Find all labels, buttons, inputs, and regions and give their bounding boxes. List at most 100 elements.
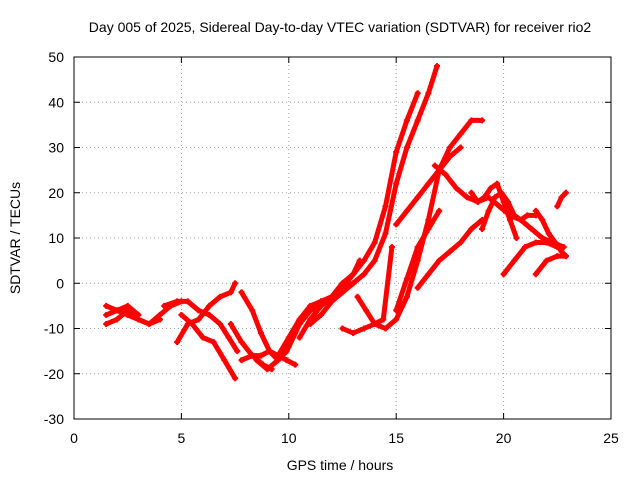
data-point	[457, 130, 464, 137]
data-point	[457, 239, 464, 246]
data-point	[371, 257, 378, 264]
x-tick-label: 20	[496, 430, 512, 446]
data-point	[354, 293, 361, 300]
data-point	[457, 144, 464, 151]
data-point	[425, 180, 432, 187]
data-point	[360, 257, 367, 264]
y-tick-label: 10	[48, 230, 64, 246]
data-point	[339, 325, 346, 332]
data-point	[464, 194, 471, 201]
data-point	[522, 244, 529, 251]
data-point	[350, 330, 357, 337]
data-point	[275, 352, 282, 359]
data-point	[285, 343, 292, 350]
data-point	[468, 189, 475, 196]
y-tick-label: -20	[44, 366, 64, 382]
data-point	[414, 244, 421, 251]
tick-marks	[73, 56, 612, 420]
y-axis-label: SDTVAR / TECUs	[7, 182, 23, 294]
data-point	[507, 216, 514, 223]
data-point	[307, 320, 314, 327]
data-point	[560, 244, 567, 251]
data-point	[307, 307, 314, 314]
data-point	[124, 302, 131, 309]
data-point	[292, 361, 299, 368]
data-point	[113, 316, 120, 323]
data-point	[504, 198, 511, 205]
data-point	[485, 207, 492, 214]
data-point	[496, 203, 503, 210]
data-point	[511, 257, 518, 264]
data-point	[174, 298, 181, 305]
data-series-13	[297, 90, 421, 341]
data-point	[414, 194, 421, 201]
data-point	[382, 203, 389, 210]
data-point	[403, 275, 410, 282]
data-point	[161, 302, 168, 309]
data-point	[103, 311, 110, 318]
data-point	[494, 180, 501, 187]
data-point	[543, 257, 550, 264]
data-point	[492, 194, 499, 201]
data-point	[350, 280, 357, 287]
data-point	[414, 117, 421, 124]
data-point	[296, 320, 303, 327]
data-point	[135, 311, 142, 318]
data-point	[393, 180, 400, 187]
data-point	[446, 153, 453, 160]
data-point	[146, 320, 153, 327]
data-point	[487, 185, 494, 192]
data-point	[360, 325, 367, 332]
grid-lines	[74, 57, 611, 419]
data-point	[195, 316, 202, 323]
y-tick-label: 30	[48, 140, 64, 156]
y-tick-label: 50	[48, 49, 64, 65]
data-point	[371, 320, 378, 327]
data-point	[554, 203, 561, 210]
data-point	[558, 194, 565, 201]
data-point	[543, 239, 550, 246]
data-point	[350, 271, 357, 278]
data-point	[403, 117, 410, 124]
data-point	[103, 320, 110, 327]
data-point	[257, 330, 264, 337]
data-point	[225, 334, 232, 341]
data-point	[442, 171, 449, 178]
data-point	[393, 316, 400, 323]
y-tick-labels: -30 -20 -10 0 10 20 30 40 50	[44, 49, 64, 427]
data-point	[388, 244, 395, 251]
data-point	[257, 352, 264, 359]
data-point	[221, 357, 228, 364]
data-point	[227, 320, 234, 327]
data-point	[498, 189, 505, 196]
data-point	[436, 257, 443, 264]
data-point	[232, 375, 239, 382]
y-tick-label: 40	[48, 94, 64, 110]
x-tick-label: 0	[70, 430, 78, 446]
data-point	[562, 189, 569, 196]
data-point	[227, 289, 234, 296]
data-point	[238, 339, 245, 346]
data-point	[528, 225, 535, 232]
data-point	[210, 339, 217, 346]
data-point	[532, 207, 539, 214]
data-point	[380, 316, 387, 323]
data-point	[425, 90, 432, 97]
data-point	[425, 271, 432, 278]
data-point	[554, 253, 561, 260]
data-point	[217, 320, 224, 327]
data-point	[103, 302, 110, 309]
y-tick-label: 20	[48, 185, 64, 201]
data-point	[318, 311, 325, 318]
data-point	[266, 348, 273, 355]
data-point	[403, 207, 410, 214]
data-point	[393, 221, 400, 228]
data-point	[249, 307, 256, 314]
data-point	[318, 302, 325, 309]
data-point	[414, 90, 421, 97]
data-point	[474, 198, 481, 205]
data-point	[532, 239, 539, 246]
data-point	[500, 271, 507, 278]
data-point	[479, 117, 486, 124]
data-point	[434, 63, 441, 70]
